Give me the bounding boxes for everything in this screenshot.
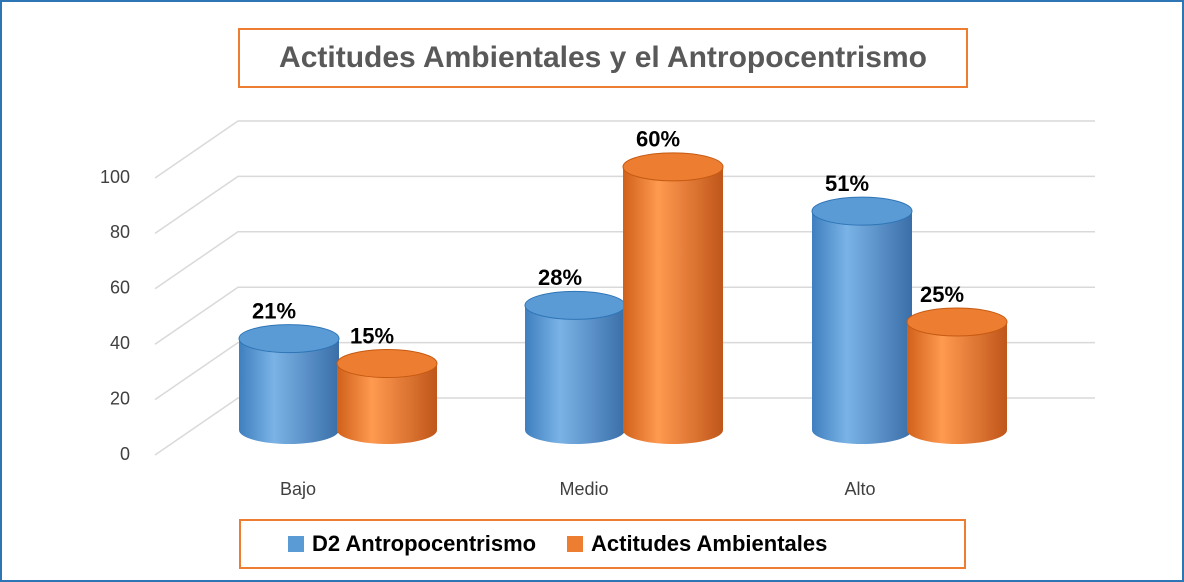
bar-part bbox=[907, 321, 1007, 444]
data-label: 60% bbox=[636, 127, 680, 152]
grid-line bbox=[154, 231, 1095, 290]
grid-line bbox=[154, 286, 1095, 345]
bar-part bbox=[525, 305, 625, 444]
legend-swatch bbox=[288, 536, 304, 552]
grid-line bbox=[154, 120, 1095, 179]
y-tick-label: 100 bbox=[100, 167, 130, 187]
data-label: 51% bbox=[825, 171, 869, 196]
data-label: 21% bbox=[252, 298, 296, 323]
bar bbox=[238, 324, 340, 444]
bar-part bbox=[812, 211, 912, 444]
bar bbox=[906, 307, 1008, 444]
y-tick-label: 80 bbox=[110, 222, 130, 242]
chart-title: Actitudes Ambientales y el Antropocentri… bbox=[279, 41, 927, 74]
y-tick-label: 60 bbox=[110, 278, 130, 298]
data-label: 15% bbox=[350, 323, 394, 348]
bar-part bbox=[524, 290, 626, 320]
bar-part bbox=[623, 166, 723, 444]
bar bbox=[622, 152, 724, 444]
grid-line bbox=[154, 397, 1095, 456]
bar-part bbox=[811, 196, 913, 226]
bar bbox=[336, 349, 438, 444]
y-tick-label: 0 bbox=[120, 444, 130, 464]
y-tick-label: 20 bbox=[110, 388, 130, 408]
legend-label: D2 Antropocentrismo bbox=[312, 531, 536, 556]
x-tick-label: Alto bbox=[844, 479, 875, 499]
x-tick-label: Medio bbox=[559, 479, 608, 499]
y-tick-label: 40 bbox=[110, 333, 130, 353]
bar-part bbox=[906, 307, 1008, 337]
grid-line bbox=[154, 175, 1095, 235]
title-box bbox=[238, 28, 968, 88]
data-label: 28% bbox=[538, 265, 582, 290]
x-tick-label: Bajo bbox=[280, 479, 316, 499]
bar-part bbox=[622, 152, 724, 182]
legend-box bbox=[239, 519, 966, 569]
bar-part bbox=[238, 324, 340, 354]
bar-part bbox=[337, 363, 437, 444]
legend-label: Actitudes Ambientales bbox=[591, 531, 827, 556]
bar bbox=[524, 290, 626, 444]
data-label: 25% bbox=[920, 282, 964, 307]
bar bbox=[811, 196, 913, 444]
grid-line bbox=[154, 341, 1095, 401]
bar-part bbox=[336, 349, 438, 379]
legend-swatch bbox=[567, 536, 583, 552]
bar-part bbox=[239, 338, 339, 444]
